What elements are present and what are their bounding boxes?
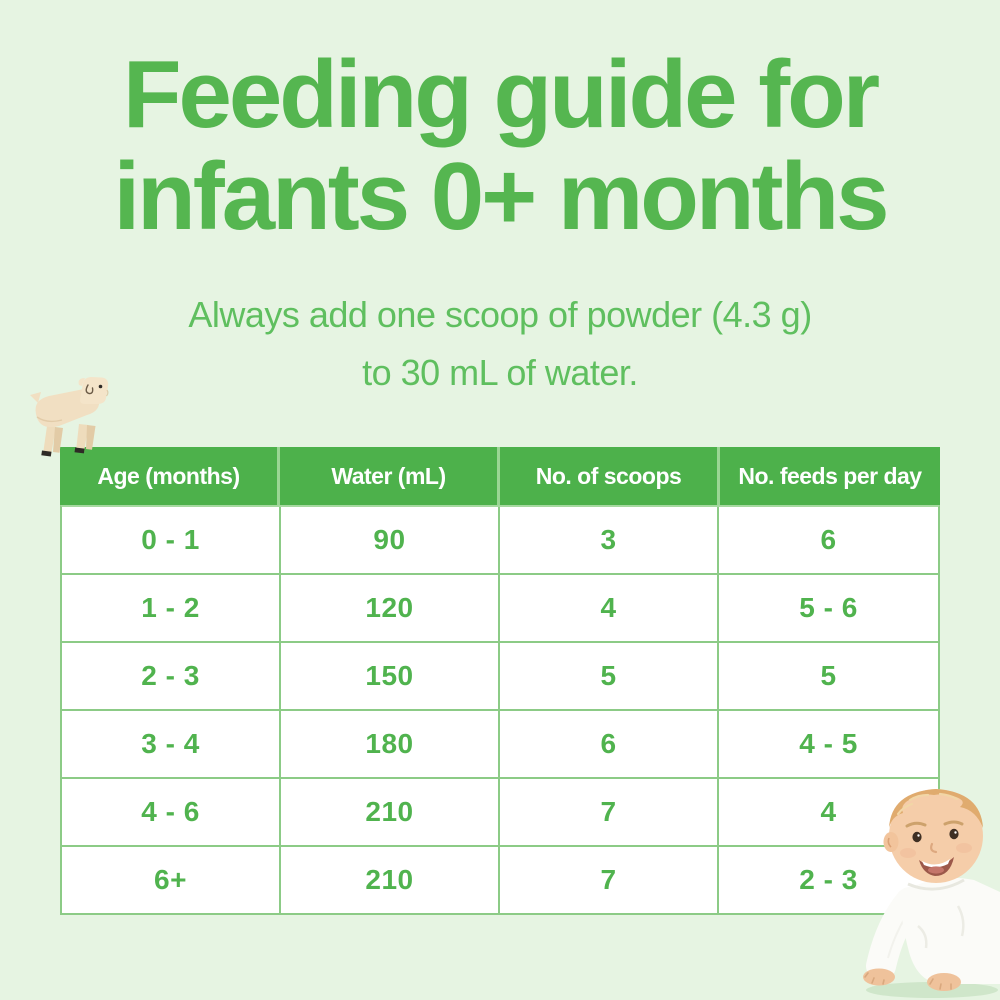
page-title-line-1: Feeding guide for <box>122 41 880 148</box>
subtitle: Always add one scoop of powder (4.3 g) t… <box>0 286 1000 401</box>
page-title-line-2: infants 0+ months <box>113 142 889 250</box>
column-header-age: Age (months) <box>60 447 280 505</box>
cell-scoops: 6 <box>500 711 719 777</box>
cell-water: 90 <box>281 507 500 573</box>
cell-feeds: 6 <box>820 524 837 555</box>
cell-age: 4 - 6 <box>62 779 281 845</box>
cell-age: 3 - 4 <box>62 711 281 777</box>
table-row: 2 - 3 150 5 5 <box>62 643 938 711</box>
cell-scoops: 3 <box>500 507 719 573</box>
wooden-goat-toy-image <box>30 377 109 457</box>
column-header-scoops: No. of scoops <box>500 447 720 505</box>
page-title: Feeding guide for infants 0+ months <box>0 44 1000 248</box>
cell-scoops: 7 <box>500 847 719 913</box>
cell-age: 6+ <box>62 847 281 913</box>
cell-scoops: 4 <box>500 575 719 641</box>
cell-water: 210 <box>281 779 500 845</box>
table-row: 3 - 4 180 6 4 - 5 <box>62 711 938 779</box>
table-row: 4 - 6 210 7 4 <box>62 779 938 847</box>
cell-age: 1 - 2 <box>62 575 281 641</box>
table-body: 0 - 1 90 3 6 1 - 2 120 4 5 - 6 2 - 3 150… <box>60 505 940 915</box>
cell-age: 0 - 1 <box>62 507 281 573</box>
cell-age: 2 - 3 <box>62 643 281 709</box>
cell-scoops: 7 <box>500 779 719 845</box>
cell-feeds: 5 <box>820 660 837 691</box>
table-header-row: Age (months) Water (mL) No. of scoops No… <box>60 447 940 505</box>
feeding-guide-table: Age (months) Water (mL) No. of scoops No… <box>60 447 940 915</box>
cell-water: 120 <box>281 575 500 641</box>
cell-feeds: 2 - 3 <box>799 864 858 895</box>
cell-water: 210 <box>281 847 500 913</box>
column-header-water: Water (mL) <box>280 447 500 505</box>
cell-water: 180 <box>281 711 500 777</box>
table-row: 1 - 2 120 4 5 - 6 <box>62 575 938 643</box>
column-header-feeds: No. feeds per day <box>738 462 922 489</box>
cell-feeds: 4 - 5 <box>799 728 858 759</box>
table-row: 0 - 1 90 3 6 <box>62 507 938 575</box>
cell-feeds: 5 - 6 <box>799 592 858 623</box>
table-row: 6+ 210 7 2 - 3 <box>62 847 938 913</box>
cell-water: 150 <box>281 643 500 709</box>
subtitle-line-2: to 30 mL of water. <box>362 351 638 393</box>
crawling-baby-image <box>863 789 1000 998</box>
cell-feeds: 4 <box>820 796 837 827</box>
cell-scoops: 5 <box>500 643 719 709</box>
subtitle-line-1: Always add one scoop of powder (4.3 g) <box>188 294 812 335</box>
